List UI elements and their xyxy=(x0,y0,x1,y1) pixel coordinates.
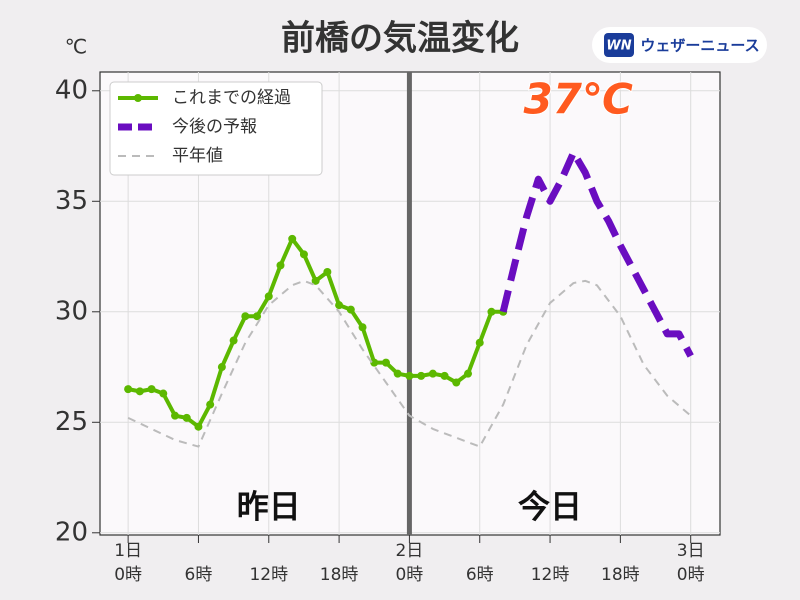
series-marker xyxy=(440,371,449,380)
brand-name: ウェザーニュース xyxy=(640,37,759,55)
series-marker xyxy=(311,276,320,285)
x-tick-label: 12時 xyxy=(531,565,570,585)
series-marker xyxy=(370,358,379,367)
series-marker xyxy=(206,400,215,409)
annotation: 昨日 xyxy=(237,487,301,525)
series-marker xyxy=(253,312,262,321)
x-day-label: 3日 xyxy=(677,541,705,561)
legend-marker xyxy=(134,94,142,102)
annotation: 今日 xyxy=(518,487,582,525)
series-marker xyxy=(135,387,144,396)
x-tick-label: 6時 xyxy=(466,565,494,585)
y-tick-label: 40 xyxy=(55,75,88,105)
series-line xyxy=(127,279,692,448)
series-marker xyxy=(475,338,484,347)
x-tick-label: 0時 xyxy=(395,565,423,585)
y-tick-label: 20 xyxy=(55,517,88,547)
y-tick-label: 25 xyxy=(55,407,88,437)
brand-logo-box xyxy=(604,33,634,57)
series-marker xyxy=(405,371,414,380)
x-day-label: 2日 xyxy=(395,541,423,561)
series-marker xyxy=(299,250,308,259)
x-tick-label: 18時 xyxy=(601,565,640,585)
x-tick-label: 6時 xyxy=(185,565,213,585)
series-marker xyxy=(159,389,168,398)
y-tick-label: 30 xyxy=(55,296,88,326)
series-marker xyxy=(229,336,238,345)
series-marker xyxy=(147,385,156,394)
x-tick-label: 12時 xyxy=(249,565,288,585)
series-marker xyxy=(288,234,297,243)
y-axis-label: ℃ xyxy=(65,35,87,59)
series-line xyxy=(499,149,694,358)
series-marker xyxy=(182,413,191,422)
series-marker xyxy=(358,323,367,332)
series-marker xyxy=(194,422,203,431)
x-tick-label: 0時 xyxy=(114,565,142,585)
series-marker xyxy=(393,369,402,378)
legend-box xyxy=(109,81,323,176)
brand-badge xyxy=(592,27,767,63)
annotation: 37℃ xyxy=(524,74,633,123)
x-day-label: 1日 xyxy=(114,541,142,561)
legend-label: 平年値 xyxy=(172,146,223,166)
y-tick-label: 35 xyxy=(55,186,88,216)
series-marker xyxy=(335,301,344,310)
chart-title: 前橋の気温変化 xyxy=(281,19,519,59)
series-marker xyxy=(171,411,180,420)
series-marker xyxy=(452,378,461,387)
legend-label: これまでの経過 xyxy=(172,88,291,108)
series-marker xyxy=(276,261,285,270)
brand-logo: WN xyxy=(606,39,631,54)
series-marker xyxy=(217,363,226,372)
series-marker xyxy=(124,385,133,394)
series-marker xyxy=(241,312,250,321)
series-marker xyxy=(417,371,426,380)
series-marker xyxy=(464,369,473,378)
series-marker xyxy=(346,305,355,314)
series-marker xyxy=(264,292,273,301)
series-marker xyxy=(381,358,390,367)
series-marker xyxy=(323,268,332,277)
legend-label: 今後の予報 xyxy=(172,117,257,137)
series-marker xyxy=(428,369,437,378)
x-tick-label: 18時 xyxy=(320,565,359,585)
x-tick-label: 0時 xyxy=(677,565,705,585)
series-marker xyxy=(487,307,496,316)
